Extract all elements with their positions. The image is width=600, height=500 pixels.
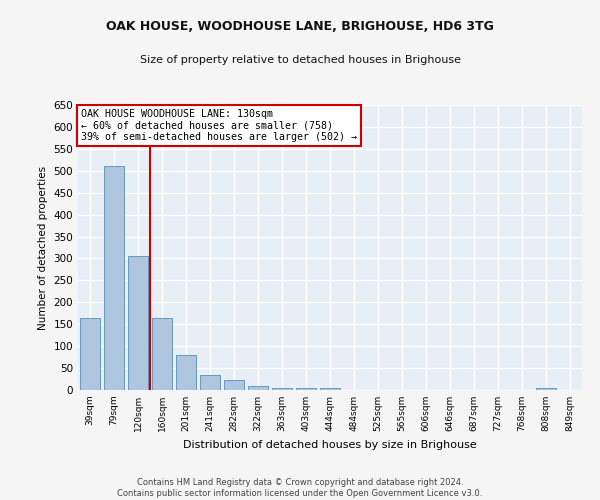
Text: OAK HOUSE WOODHOUSE LANE: 130sqm
← 60% of detached houses are smaller (758)
39% : OAK HOUSE WOODHOUSE LANE: 130sqm ← 60% o… [80, 110, 356, 142]
Bar [200, 374, 220, 390]
Bar [80, 318, 100, 390]
Bar [296, 388, 316, 390]
Text: Contains HM Land Registry data © Crown copyright and database right 2024.
Contai: Contains HM Land Registry data © Crown c… [118, 478, 482, 498]
Bar [104, 166, 124, 390]
Bar [128, 256, 148, 390]
Bar [536, 388, 556, 390]
X-axis label: Distribution of detached houses by size in Brighouse: Distribution of detached houses by size … [183, 440, 477, 450]
Bar [272, 388, 292, 390]
Bar [248, 386, 268, 390]
Text: Size of property relative to detached houses in Brighouse: Size of property relative to detached ho… [139, 55, 461, 65]
Bar [176, 355, 196, 390]
Bar [320, 388, 340, 390]
Text: OAK HOUSE, WOODHOUSE LANE, BRIGHOUSE, HD6 3TG: OAK HOUSE, WOODHOUSE LANE, BRIGHOUSE, HD… [106, 20, 494, 33]
Y-axis label: Number of detached properties: Number of detached properties [38, 166, 48, 330]
Bar [152, 318, 172, 390]
Bar [224, 380, 244, 390]
